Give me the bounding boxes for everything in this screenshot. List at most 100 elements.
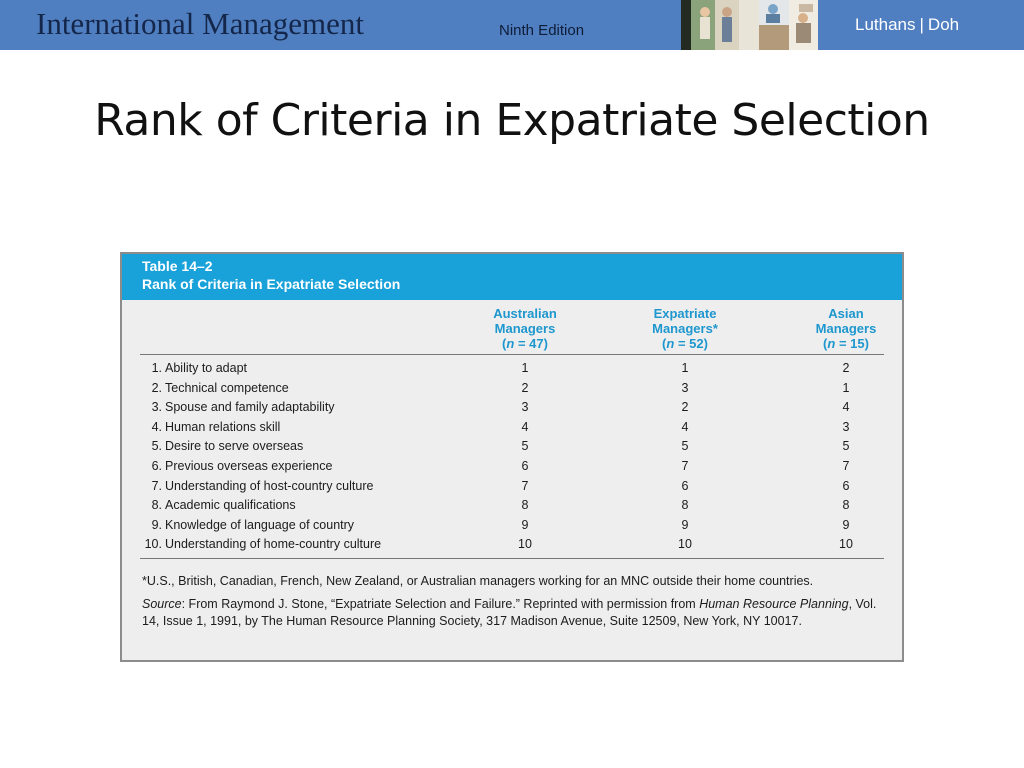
column-header-n: (n = 47) — [455, 336, 595, 351]
n-value: = 15) — [835, 336, 869, 351]
cell-australian: 4 — [521, 419, 529, 434]
cell-expatriate: 1 — [681, 361, 689, 375]
n-open: ( — [662, 336, 667, 351]
cell-expatriate: 6 — [681, 478, 689, 493]
cell-expatriate: 10 — [678, 537, 692, 552]
cell-expatriate: 2 — [681, 400, 689, 415]
header-photo — [681, 0, 818, 50]
cell-asian: 1 — [842, 380, 850, 395]
row-criterion: Human relations skill — [165, 419, 281, 434]
table-rule-bottom — [140, 558, 884, 559]
column-header-australian: Australian Managers (n = 47) — [455, 306, 595, 351]
source-label: Source — [142, 597, 182, 611]
column-header-asian: Asian Managers (n = 15) — [776, 306, 916, 351]
source-text-2: , Vol. 14, Issue 1, 1991, by The Human R… — [142, 597, 877, 628]
cell-asian: 3 — [842, 419, 850, 434]
table-caption: Rank of Criteria in Expatriate Selection — [142, 276, 401, 292]
table-row: 4. Human relations skill 4 4 3 — [122, 418, 902, 437]
cell-australian: 10 — [518, 537, 532, 552]
column-header-n: (n = 15) — [776, 336, 916, 351]
row-number: 8. — [151, 498, 162, 513]
table-number: Table 14–2 — [142, 258, 213, 274]
cell-australian: 9 — [521, 517, 529, 532]
column-header-line: Expatriate — [653, 306, 717, 321]
row-number: 2. — [151, 380, 162, 395]
cell-asian: 7 — [842, 459, 850, 473]
row-number: 1. — [151, 361, 162, 375]
row-number: 4. — [151, 419, 162, 434]
n-var: n — [506, 336, 515, 351]
edition-label: Ninth Edition — [499, 22, 585, 39]
table-footnote: *U.S., British, Canadian, French, New Ze… — [142, 574, 814, 588]
row-number: 5. — [151, 439, 162, 454]
table-row: 6. Previous overseas experience 6 7 7 — [122, 457, 902, 476]
author-separator: | — [919, 15, 924, 34]
row-criterion: Previous overseas experience — [165, 459, 333, 473]
row-criterion: Academic qualifications — [165, 498, 296, 513]
table-source-note: Source: From Raymond J. Stone, “Expatria… — [142, 596, 882, 630]
cell-asian: 4 — [842, 400, 850, 415]
table-rule-top — [140, 354, 884, 355]
row-number: 6. — [151, 459, 162, 473]
book-title-word1: International — [36, 6, 195, 41]
row-number: 9. — [151, 517, 162, 532]
row-criterion: Understanding of home-country culture — [165, 537, 382, 552]
row-criterion: Desire to serve overseas — [165, 439, 304, 454]
cell-asian: 2 — [842, 361, 850, 375]
cell-expatriate: 3 — [681, 380, 689, 395]
table-row: 10. Understanding of home-country cultur… — [122, 535, 902, 554]
header-banner: International Management Ninth Edition L… — [0, 0, 1024, 50]
cell-asian: 8 — [842, 498, 850, 513]
cell-australian: 6 — [521, 459, 529, 473]
column-header-expatriate: Expatriate Managers* (n = 52) — [615, 306, 755, 351]
table-row: 2. Technical competence 2 3 1 — [122, 379, 902, 398]
cell-australian: 2 — [521, 380, 529, 395]
n-open: ( — [823, 336, 828, 351]
n-var: n — [666, 336, 675, 351]
column-header-n: (n = 52) — [615, 336, 755, 351]
source-journal: Human Resource Planning — [699, 597, 849, 611]
table-row: 7. Understanding of host-country culture… — [122, 477, 902, 496]
column-header-line: Managers — [815, 321, 877, 336]
cell-expatriate: 5 — [681, 439, 689, 454]
n-value: = 47) — [514, 336, 548, 351]
slide-title: Rank of Criteria in Expatriate Selection — [94, 95, 930, 146]
cell-australian: 5 — [521, 439, 529, 454]
row-criterion: Spouse and family adaptability — [165, 400, 335, 415]
row-number: 10. — [144, 537, 162, 552]
table-header-bar: Table 14–2 Rank of Criteria in Expatriat… — [122, 254, 902, 300]
row-criterion: Technical competence — [165, 380, 289, 395]
n-open: ( — [502, 336, 507, 351]
table-row: 9. Knowledge of language of country 9 9 … — [122, 516, 902, 535]
cell-expatriate: 4 — [681, 419, 689, 434]
table-row: 8. Academic qualifications 8 8 8 — [122, 496, 902, 515]
table-row: 3. Spouse and family adaptability 3 2 4 — [122, 398, 902, 417]
cell-asian: 10 — [839, 537, 853, 552]
row-number: 7. — [151, 478, 162, 493]
source-text-1: : From Raymond J. Stone, “Expatriate Sel… — [181, 597, 700, 611]
n-value: = 52) — [674, 336, 708, 351]
column-header-line: Asian — [828, 306, 864, 321]
cell-expatriate: 8 — [681, 498, 689, 513]
cell-australian: 7 — [521, 478, 529, 493]
table-row: 5. Desire to serve overseas 5 5 5 — [122, 437, 902, 456]
cell-australian: 1 — [521, 361, 529, 375]
authors: Luthans | Doh — [855, 15, 959, 35]
header-photo-collage-icon — [681, 0, 818, 50]
row-criterion: Ability to adapt — [165, 361, 247, 375]
row-number: 3. — [151, 400, 162, 415]
cell-asian: 9 — [842, 517, 850, 532]
cell-expatriate: 9 — [681, 517, 689, 532]
cell-expatriate: 7 — [681, 459, 689, 473]
cell-australian: 3 — [521, 400, 529, 415]
n-var: n — [827, 336, 836, 351]
author-luthans: Luthans — [855, 15, 916, 34]
book-title: International Management — [36, 6, 364, 42]
row-criterion: Understanding of host-country culture — [165, 478, 374, 493]
table-row: 1. Ability to adapt 1 1 2 — [122, 359, 902, 378]
row-criterion: Knowledge of language of country — [165, 517, 355, 532]
cell-asian: 5 — [842, 439, 850, 454]
author-doh: Doh — [927, 15, 960, 34]
column-header-line: Australian — [493, 306, 557, 321]
column-header-line: Managers — [494, 321, 556, 336]
